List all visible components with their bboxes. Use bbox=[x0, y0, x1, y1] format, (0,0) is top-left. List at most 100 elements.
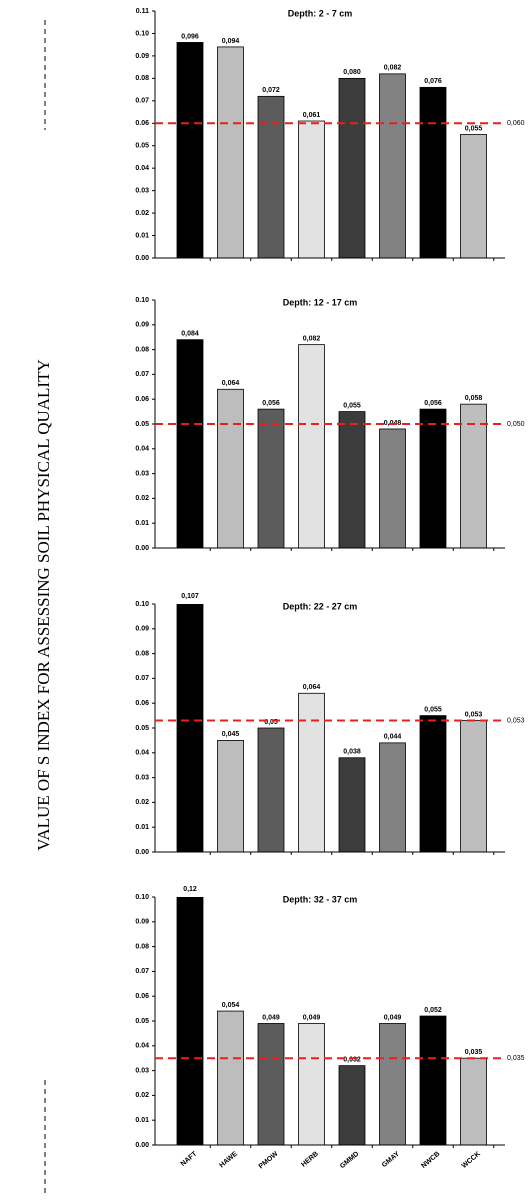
y-tick-label: 0.11 bbox=[136, 8, 149, 15]
bar bbox=[176, 604, 204, 852]
chart-title: Depth: 2 - 7 cm bbox=[288, 8, 353, 18]
y-tick-label: 0.05 bbox=[135, 421, 149, 428]
bar bbox=[298, 120, 325, 258]
bar bbox=[419, 715, 447, 852]
y-tick-label: 0.00 bbox=[135, 545, 149, 552]
value-label: 0,084 bbox=[181, 331, 199, 338]
bar bbox=[338, 411, 366, 548]
bar bbox=[419, 86, 447, 258]
value-label: 0,12 bbox=[183, 886, 197, 893]
y-tick-label: 0.02 bbox=[135, 495, 149, 502]
bar bbox=[460, 403, 487, 548]
y-tick-label: 0.06 bbox=[135, 396, 149, 403]
y-tick-label: 0.00 bbox=[135, 255, 149, 262]
value-label: 0,107 bbox=[181, 593, 199, 600]
bar bbox=[460, 720, 487, 852]
y-tick-label: 0.04 bbox=[135, 1043, 149, 1050]
y-tick-label: 0.10 bbox=[135, 894, 149, 901]
value-label: 0,056 bbox=[424, 400, 442, 407]
bar bbox=[338, 77, 366, 258]
value-label: 0,049 bbox=[262, 1014, 280, 1021]
bar bbox=[176, 42, 204, 258]
value-label: 0,049 bbox=[303, 1014, 321, 1021]
bar bbox=[257, 95, 285, 258]
y-tick-label: 0.07 bbox=[135, 968, 149, 975]
value-label: 0,038 bbox=[343, 749, 361, 756]
value-label: 0,055 bbox=[343, 402, 361, 409]
bar bbox=[419, 1015, 447, 1145]
value-label: 0,064 bbox=[303, 684, 321, 691]
bar bbox=[257, 727, 285, 852]
bar bbox=[379, 742, 406, 852]
y-tick-label: 0.10 bbox=[135, 601, 149, 608]
y-tick-label: 0.08 bbox=[135, 650, 149, 657]
y-tick-label: 0.01 bbox=[135, 520, 149, 527]
y-tick-label: 0.08 bbox=[135, 346, 149, 353]
value-label: 0,096 bbox=[181, 33, 199, 40]
y-tick-label: 0.07 bbox=[135, 371, 149, 378]
value-label: 0,072 bbox=[262, 87, 280, 94]
bar bbox=[217, 46, 244, 258]
y-tick-label: 0.09 bbox=[135, 322, 149, 329]
bar bbox=[176, 897, 204, 1145]
y-tick-label: 0.08 bbox=[135, 943, 149, 950]
x-tick-label: PMOW bbox=[258, 1150, 280, 1170]
bar bbox=[460, 1057, 487, 1145]
y-tick-label: 0.08 bbox=[135, 75, 149, 82]
bar bbox=[338, 757, 366, 852]
y-tick-label: 0.10 bbox=[135, 297, 149, 304]
y-axis-label: VALUE OF S INDEX FOR ASSESSING SOIL PHYS… bbox=[34, 359, 53, 850]
y-tick-label: 0.03 bbox=[135, 774, 149, 781]
value-label: 0,052 bbox=[424, 1007, 442, 1014]
y-tick-label: 0.06 bbox=[135, 993, 149, 1000]
y-tick-label: 0.06 bbox=[135, 120, 149, 127]
y-tick-label: 0.03 bbox=[135, 187, 149, 194]
x-tick-label: HAWE bbox=[218, 1150, 239, 1169]
y-tick-label: 0.01 bbox=[135, 1117, 149, 1124]
y-tick-label: 0.02 bbox=[135, 799, 149, 806]
value-label: 0,055 bbox=[465, 125, 483, 132]
bar bbox=[338, 1065, 366, 1145]
bar bbox=[257, 408, 285, 548]
reference-label: 0,053 bbox=[507, 717, 525, 724]
value-label: 0,054 bbox=[222, 1002, 240, 1009]
y-tick-label: 0.01 bbox=[135, 232, 149, 239]
bar bbox=[257, 1023, 285, 1145]
bar bbox=[298, 344, 325, 548]
y-tick-label: 0.09 bbox=[135, 919, 149, 926]
value-label: 0,064 bbox=[222, 380, 240, 387]
x-tick-label: GMMD bbox=[339, 1151, 360, 1171]
value-label: 0,032 bbox=[343, 1056, 361, 1063]
x-tick-label: NWCB bbox=[420, 1151, 441, 1170]
y-tick-label: 0.02 bbox=[135, 1092, 149, 1099]
bar bbox=[460, 134, 487, 258]
chart-title: Depth: 32 - 37 cm bbox=[283, 894, 358, 904]
bar bbox=[176, 339, 204, 548]
value-label: 0,035 bbox=[465, 1049, 483, 1056]
bar bbox=[217, 1010, 244, 1145]
x-tick-label: GMAY bbox=[381, 1150, 401, 1169]
x-tick-label: WCCK bbox=[461, 1151, 482, 1170]
x-tick-label: NAFT bbox=[180, 1150, 199, 1168]
y-tick-label: 0.00 bbox=[135, 1142, 149, 1149]
value-label: 0,055 bbox=[424, 706, 442, 713]
value-label: 0,05 bbox=[264, 719, 278, 726]
y-tick-label: 0.00 bbox=[135, 849, 149, 856]
bar bbox=[379, 73, 406, 258]
x-tick-label: HERB bbox=[300, 1151, 320, 1169]
y-tick-label: 0.03 bbox=[135, 1067, 149, 1074]
y-tick-label: 0.09 bbox=[135, 626, 149, 633]
y-tick-label: 0.07 bbox=[135, 98, 149, 105]
y-tick-label: 0.07 bbox=[135, 675, 149, 682]
reference-label: 0,035 bbox=[507, 1055, 525, 1062]
bar bbox=[217, 388, 244, 548]
value-label: 0,044 bbox=[384, 734, 402, 741]
bar bbox=[298, 1023, 325, 1145]
chart-title: Depth: 22 - 27 cm bbox=[283, 601, 358, 611]
y-tick-label: 0.05 bbox=[135, 725, 149, 732]
value-label: 0,094 bbox=[222, 38, 240, 45]
bar bbox=[298, 692, 325, 852]
y-tick-label: 0.01 bbox=[135, 824, 149, 831]
value-label: 0,056 bbox=[262, 400, 280, 407]
bar bbox=[379, 428, 406, 548]
